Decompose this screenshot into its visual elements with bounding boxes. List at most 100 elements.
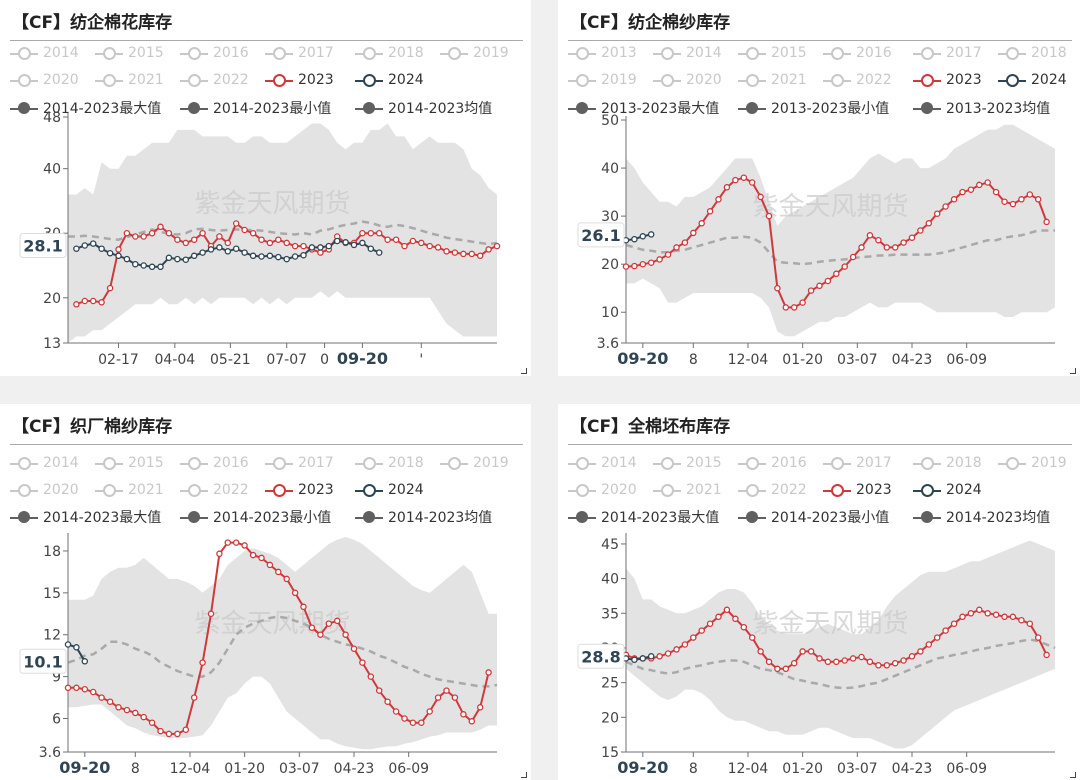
- legend-item-2016[interactable]: 2016: [180, 40, 249, 66]
- legend-item-2023[interactable]: 2023: [265, 477, 334, 503]
- resize-handle-icon[interactable]: [1070, 772, 1076, 778]
- legend-item-2014-2023最小值[interactable]: 2014-2023最小值: [180, 504, 331, 530]
- y-tick-label: 6: [52, 711, 61, 727]
- legend-item-2020[interactable]: 2020: [10, 67, 79, 93]
- legend-label: 2014: [43, 455, 79, 471]
- legend-item-2014-2023均值[interactable]: 2014-2023均值: [355, 95, 492, 121]
- legend-item-2016[interactable]: 2016: [823, 40, 892, 66]
- series-2023-point: [418, 239, 425, 247]
- legend-item-2022[interactable]: 2022: [180, 477, 249, 503]
- legend-item-2014-2023最小值[interactable]: 2014-2023最小值: [180, 95, 331, 121]
- series-2023-point: [690, 229, 697, 237]
- series-2023-point: [190, 236, 198, 243]
- y-tick-label: 20: [601, 710, 619, 726]
- title-divider: [10, 444, 523, 445]
- series-2023-point: [967, 186, 975, 193]
- legend-item-2021[interactable]: 2021: [738, 67, 807, 93]
- legend-row: 2020 2021 2022 2023 2024: [0, 67, 531, 93]
- legend-item-2023[interactable]: 2023: [823, 477, 892, 503]
- legend-item-2019[interactable]: 2019: [568, 67, 637, 93]
- legend-item-2021[interactable]: 2021: [653, 477, 722, 503]
- legend-item-2018[interactable]: 2018: [998, 40, 1067, 66]
- legend-item-2013-2023最小值[interactable]: 2013-2023最小值: [738, 95, 889, 121]
- series-2023-point: [976, 181, 983, 189]
- legend-item-2024[interactable]: 2024: [355, 477, 424, 503]
- legend-item-2017[interactable]: 2017: [913, 40, 982, 66]
- legend-item-2020[interactable]: 2020: [653, 67, 722, 93]
- legend-item-2014-2023最大值[interactable]: 2014-2023最大值: [568, 504, 719, 530]
- series-2023-point: [925, 641, 933, 648]
- series-2023-point: [451, 249, 459, 256]
- legend-label: 2015: [128, 455, 164, 471]
- legend-item-2017[interactable]: 2017: [265, 450, 334, 476]
- legend-item-2020[interactable]: 2020: [10, 477, 79, 503]
- legend-item-2021[interactable]: 2021: [95, 67, 164, 93]
- series-2023-point: [900, 239, 907, 246]
- legend-item-2015[interactable]: 2015: [738, 40, 807, 66]
- legend-item-2017[interactable]: 2017: [823, 450, 892, 476]
- legend-item-2013-2023均值[interactable]: 2013-2023均值: [913, 95, 1050, 121]
- series-2023-point: [367, 673, 375, 680]
- series-2023-point: [824, 277, 832, 285]
- legend-item-2014-2023最大值[interactable]: 2014-2023最大值: [10, 95, 161, 121]
- legend-item-2024[interactable]: 2024: [355, 67, 424, 93]
- series-2023-point: [249, 551, 257, 559]
- legend-item-2018[interactable]: 2018: [355, 40, 424, 66]
- series-2023-point: [841, 263, 848, 270]
- legend-circle-icon: [738, 483, 766, 497]
- legend-item-2019[interactable]: 2019: [440, 450, 509, 476]
- y-tick-label: 25: [601, 676, 619, 692]
- series-2023-point: [765, 658, 773, 666]
- series-2024-point: [106, 249, 114, 257]
- legend-item-2018[interactable]: 2018: [355, 450, 424, 476]
- legend-item-2014[interactable]: 2014: [10, 450, 79, 476]
- series-2023-point: [426, 242, 433, 250]
- legend-item-2023[interactable]: 2023: [265, 67, 334, 93]
- series-2023-point: [359, 659, 366, 666]
- resize-handle-icon[interactable]: [1070, 368, 1076, 374]
- legend-item-2016[interactable]: 2016: [738, 450, 807, 476]
- legend-item-2022[interactable]: 2022: [738, 477, 807, 503]
- legend-item-2014-2023均值[interactable]: 2014-2023均值: [355, 504, 492, 530]
- series-2024-point: [258, 253, 265, 260]
- legend-item-2016[interactable]: 2016: [180, 450, 249, 476]
- legend-item-2014[interactable]: 2014: [653, 40, 722, 66]
- legend-item-2024[interactable]: 2024: [913, 477, 982, 503]
- legend-label: 2019: [473, 45, 509, 61]
- legend-item-2017[interactable]: 2017: [265, 40, 334, 66]
- legend-circle-icon: [738, 46, 766, 60]
- series-2024-point: [73, 245, 80, 252]
- legend-item-2015[interactable]: 2015: [95, 450, 164, 476]
- legend-item-2014-2023最小值[interactable]: 2014-2023最小值: [738, 504, 889, 530]
- legend-item-2020[interactable]: 2020: [568, 477, 637, 503]
- series-2024-point: [199, 249, 206, 256]
- legend-item-2014[interactable]: 2014: [568, 450, 637, 476]
- x-tick-label: 07-07: [266, 352, 307, 368]
- series-2024-point: [350, 241, 358, 249]
- legend-item-2022[interactable]: 2022: [180, 67, 249, 93]
- legend-item-2018[interactable]: 2018: [913, 450, 982, 476]
- legend-item-2014-2023最大值[interactable]: 2014-2023最大值: [10, 504, 161, 530]
- legend-item-2013-2023最大值[interactable]: 2013-2023最大值: [568, 95, 719, 121]
- legend-item-2023[interactable]: 2023: [913, 67, 982, 93]
- legend-item-2013[interactable]: 2013: [568, 40, 637, 66]
- legend-label: 2013-2023最大值: [601, 101, 720, 117]
- legend-label: 2014-2023最大值: [43, 510, 162, 526]
- legend-item-2024[interactable]: 2024: [998, 67, 1067, 93]
- legend-row: 2014-2023最大值 2014-2023最小值 2014-2023均值: [0, 95, 531, 121]
- legend-item-2022[interactable]: 2022: [823, 67, 892, 93]
- x-tick-label: 03-07: [837, 352, 878, 368]
- legend-item-2014[interactable]: 2014: [10, 40, 79, 66]
- legend-item-2015[interactable]: 2015: [653, 450, 722, 476]
- legend-item-2015[interactable]: 2015: [95, 40, 164, 66]
- resize-handle-icon[interactable]: [521, 368, 527, 374]
- legend-label: 2021: [686, 482, 722, 498]
- legend-circle-icon: [568, 483, 596, 497]
- resize-handle-icon[interactable]: [521, 772, 527, 778]
- legend-circle-icon: [10, 73, 38, 87]
- y-tick-label: 35: [601, 606, 619, 622]
- legend-item-2019[interactable]: 2019: [440, 40, 509, 66]
- legend-item-2021[interactable]: 2021: [95, 477, 164, 503]
- legend-item-2014-2023均值[interactable]: 2014-2023均值: [913, 504, 1050, 530]
- legend-item-2019[interactable]: 2019: [998, 450, 1067, 476]
